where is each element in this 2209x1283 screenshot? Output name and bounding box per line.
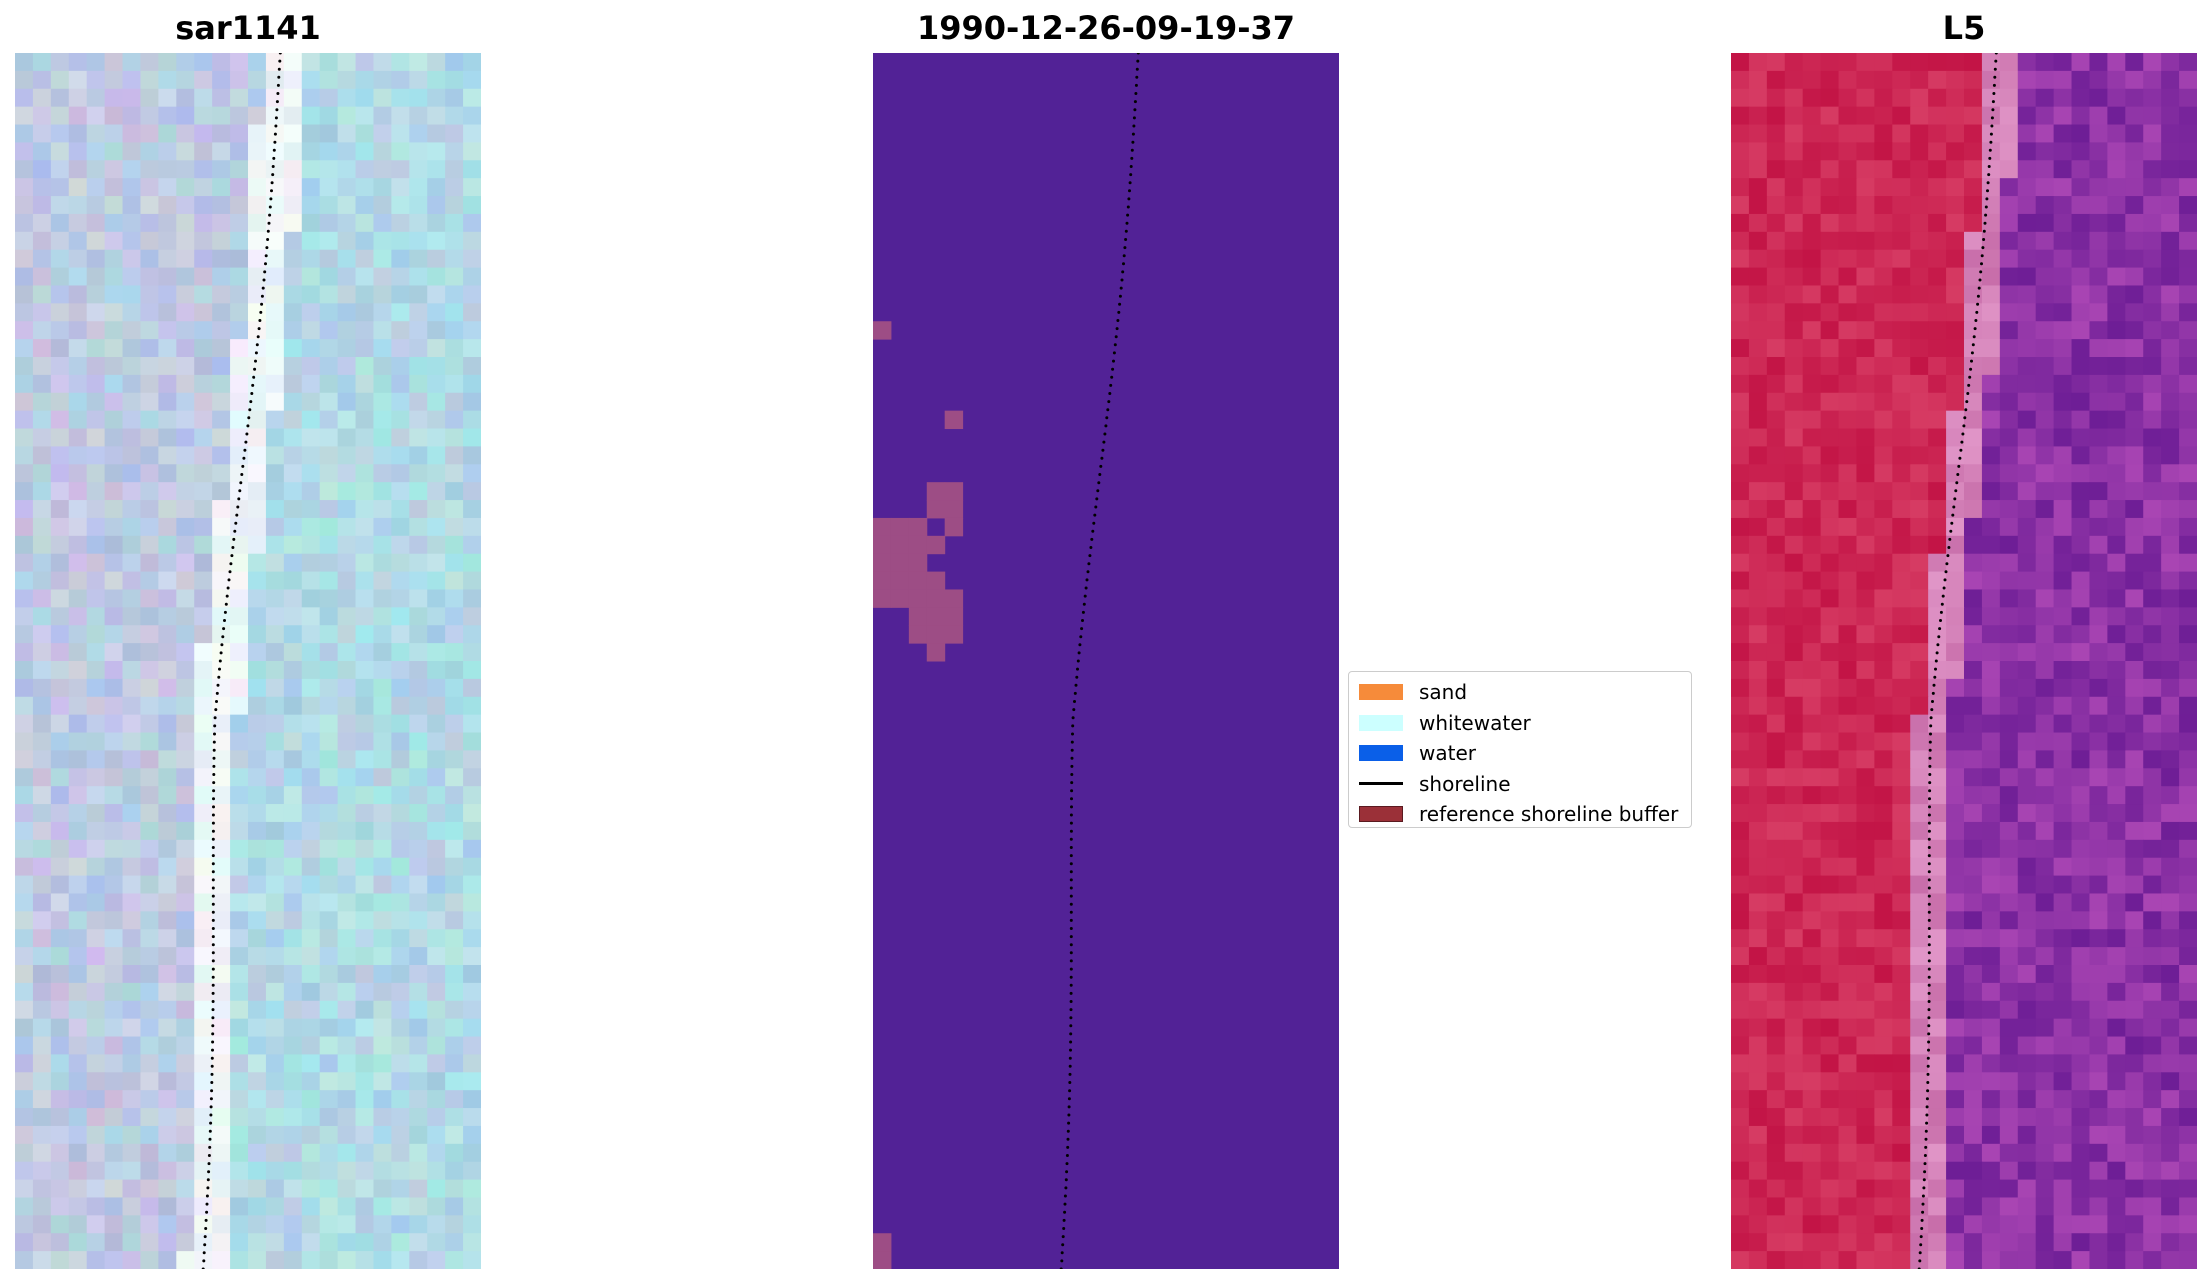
legend-label: shoreline [1419,771,1511,796]
legend-item-water: water [1359,738,1681,769]
panel-title-classification: 1990-12-26-09-19-37 [916,9,1296,47]
rgb-image-panel [15,53,481,1269]
shoreline-swatch [1359,782,1403,786]
legend-label: reference shoreline buffer [1419,802,1679,827]
false-color-image-panel [1731,53,2197,1269]
whitewater-swatch [1359,714,1403,731]
panel-title-false-color: L5 [1942,9,1986,47]
legend-item-shoreline: shoreline [1359,769,1681,800]
classified-image [873,53,1339,1269]
classified-image-panel [873,53,1339,1269]
legend-item-reference-buffer: reference shoreline buffer [1359,799,1681,830]
legend-label: sand [1419,680,1468,705]
rgb-image [15,53,481,1269]
panel-title-rgb: sar1141 [175,9,321,47]
sand-swatch [1359,684,1403,701]
false-color-image [1731,53,2197,1269]
legend-label: whitewater [1419,710,1531,735]
legend-item-whitewater: whitewater [1359,708,1681,739]
legend-item-sand: sand [1359,677,1681,708]
water-swatch [1359,745,1403,762]
legend: sand whitewater water shoreline referenc… [1348,671,1692,828]
reference-buffer-swatch [1359,806,1403,823]
legend-label: water [1419,741,1476,766]
